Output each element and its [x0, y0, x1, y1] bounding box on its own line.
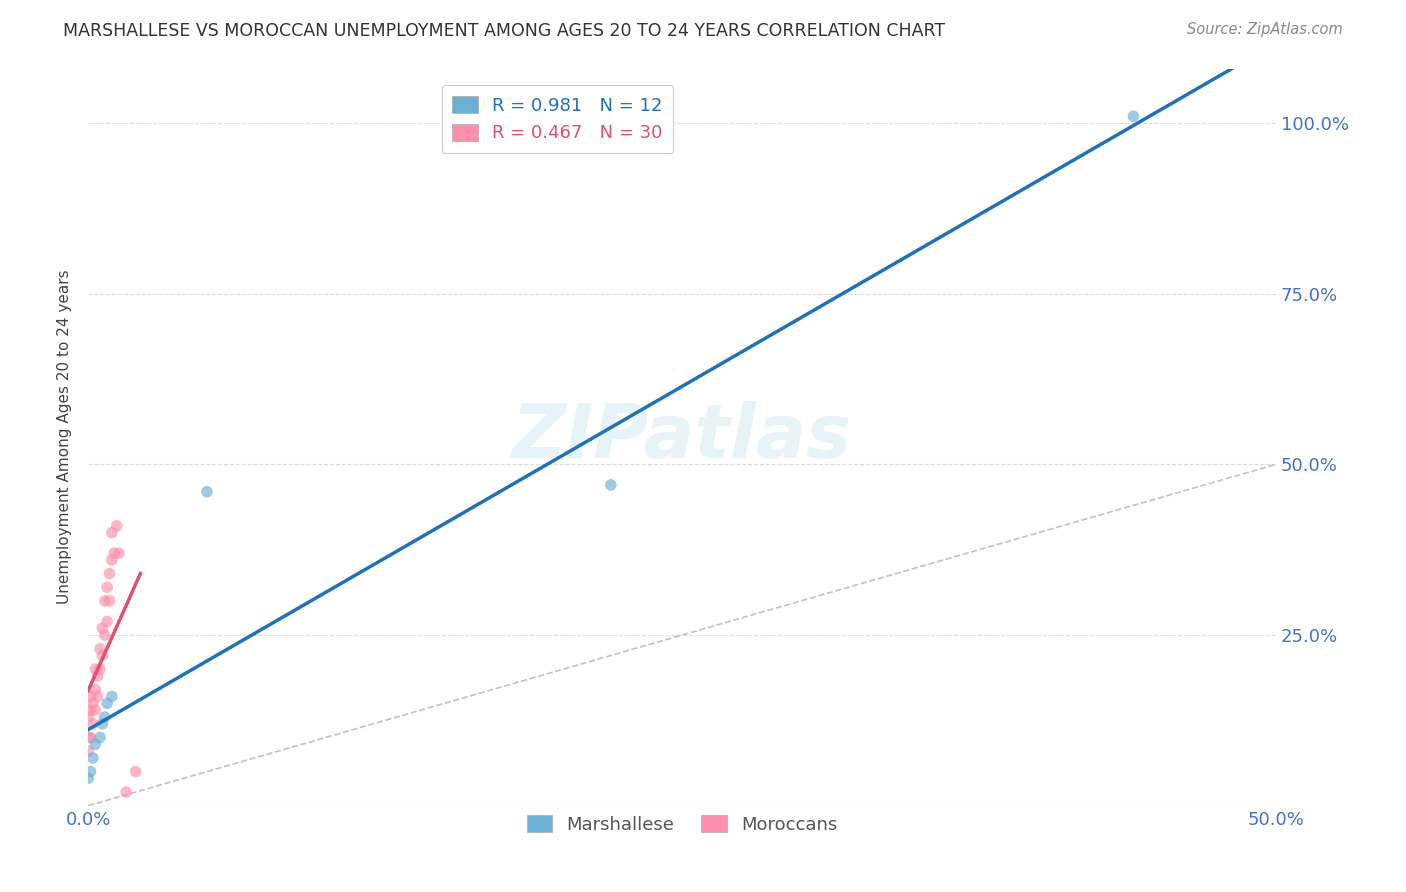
Point	[94, 710, 117, 724]
Point	[1122, 109, 1144, 123]
Text: Source: ZipAtlas.com: Source: ZipAtlas.com	[1187, 22, 1343, 37]
Point	[86, 690, 108, 704]
Point	[96, 615, 118, 629]
Point	[82, 696, 104, 710]
Point	[82, 751, 104, 765]
Point	[79, 764, 101, 779]
Point	[98, 566, 121, 581]
Point	[101, 690, 124, 704]
Point	[84, 682, 107, 697]
Point	[115, 785, 138, 799]
Point	[79, 690, 101, 704]
Point	[91, 716, 114, 731]
Point	[124, 764, 146, 779]
Point	[96, 696, 118, 710]
Point	[105, 519, 128, 533]
Point	[86, 669, 108, 683]
Point	[103, 546, 125, 560]
Point	[79, 731, 101, 745]
Legend: Marshallese, Moroccans: Marshallese, Moroccans	[516, 804, 848, 845]
Point	[89, 641, 111, 656]
Point	[94, 628, 117, 642]
Point	[77, 772, 100, 786]
Point	[91, 648, 114, 663]
Point	[89, 662, 111, 676]
Point	[89, 731, 111, 745]
Text: MARSHALLESE VS MOROCCAN UNEMPLOYMENT AMONG AGES 20 TO 24 YEARS CORRELATION CHART: MARSHALLESE VS MOROCCAN UNEMPLOYMENT AMO…	[63, 22, 945, 40]
Point	[77, 710, 100, 724]
Point	[79, 703, 101, 717]
Point	[91, 621, 114, 635]
Point	[84, 737, 107, 751]
Point	[108, 546, 131, 560]
Point	[599, 478, 621, 492]
Point	[84, 703, 107, 717]
Point	[98, 594, 121, 608]
Point	[101, 553, 124, 567]
Point	[77, 744, 100, 758]
Point	[195, 484, 218, 499]
Point	[94, 594, 117, 608]
Point	[96, 580, 118, 594]
Point	[77, 731, 100, 745]
Text: ZIPatlas: ZIPatlas	[512, 401, 852, 474]
Point	[82, 716, 104, 731]
Point	[84, 662, 107, 676]
Y-axis label: Unemployment Among Ages 20 to 24 years: Unemployment Among Ages 20 to 24 years	[58, 269, 72, 605]
Point	[101, 525, 124, 540]
